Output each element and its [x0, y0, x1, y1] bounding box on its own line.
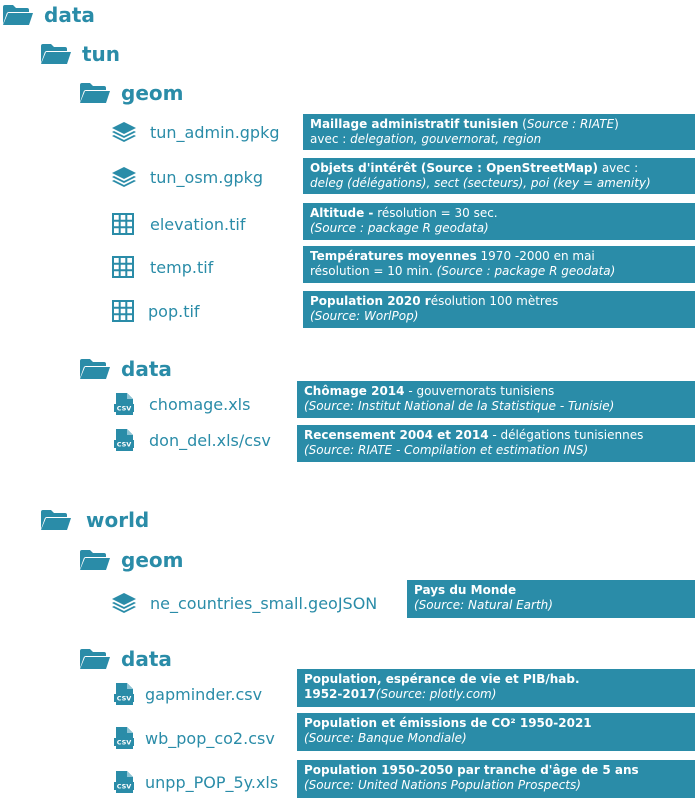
folder-label: data	[121, 647, 172, 671]
desc-bold: Altitude -	[310, 206, 374, 220]
file-tun-admin[interactable]: tun_admin.gpkg	[110, 120, 280, 144]
desc-text: 1970 -2000 en mai	[476, 249, 595, 263]
desc-bold: Chômage 2014	[304, 384, 405, 398]
desc-text: avec :	[310, 132, 351, 146]
desc-bold: Pays du Monde	[414, 583, 517, 597]
folder-icon	[79, 648, 111, 670]
csv-file-icon	[113, 428, 135, 452]
desc-italic: (Source: Natural Earth)	[414, 598, 553, 612]
desc-text: résolution = 10 min.	[310, 264, 437, 278]
folder-label: geom	[121, 548, 184, 572]
folder-icon	[40, 43, 72, 65]
folder-icon	[2, 4, 34, 26]
file-elevation[interactable]: elevation.tif	[112, 213, 246, 235]
grid-icon	[112, 256, 134, 278]
desc-italic: (Source: United Nations Population Prosp…	[304, 778, 581, 792]
folder-label: data	[44, 3, 95, 27]
folder-label: geom	[121, 81, 184, 105]
csv-file-icon	[113, 726, 135, 750]
file-temp[interactable]: temp.tif	[112, 256, 213, 278]
folder-icon	[79, 549, 111, 571]
file-tun-osm[interactable]: tun_osm.gpkg	[110, 165, 263, 189]
desc-bold: Objets d'intérêt (Source : OpenStreetMap…	[310, 161, 598, 175]
folder-label: data	[121, 357, 172, 381]
desc-italic: (Source: WorlPop)	[310, 309, 419, 323]
desc-text: - gouvernorats tunisiens	[404, 384, 555, 398]
file-gapminder[interactable]: gapminder.csv	[113, 682, 262, 706]
folder-tun[interactable]: tun	[40, 42, 120, 66]
csv-file-icon	[113, 682, 135, 706]
folder-data-root[interactable]: data	[2, 3, 95, 27]
desc-italic: (Source: plotly.com)	[375, 687, 497, 701]
file-description: Population, espérance de vie et PIB/hab.…	[297, 669, 695, 707]
file-name: gapminder.csv	[145, 684, 263, 704]
desc-italic: (Source: Banque Mondiale)	[304, 731, 467, 745]
file-description: Pays du Monde (Source: Natural Earth)	[407, 580, 695, 618]
file-name: temp.tif	[150, 257, 214, 277]
file-don-del[interactable]: don_del.xls/csv	[113, 428, 271, 452]
file-description: Recensement 2004 et 2014 - délégations t…	[297, 425, 695, 462]
folder-tun-geom[interactable]: geom	[79, 81, 183, 105]
folder-label: tun	[82, 42, 121, 66]
file-description: Chômage 2014 - gouvernorats tunisiens (S…	[297, 381, 695, 418]
desc-text: (	[518, 117, 527, 131]
folder-world-geom[interactable]: geom	[79, 548, 183, 572]
file-unpp-pop[interactable]: unpp_POP_5y.xls	[113, 770, 278, 794]
file-description: Maillage administratif tunisien (Source …	[303, 114, 695, 150]
desc-bold: Population, espérance de vie et PIB/hab.	[304, 672, 580, 686]
file-wb-pop-co2[interactable]: wb_pop_co2.csv	[113, 726, 275, 750]
file-name: tun_osm.gpkg	[150, 167, 264, 187]
file-description: Objets d'intérêt (Source : OpenStreetMap…	[303, 158, 695, 194]
file-ne-countries[interactable]: ne_countries_small.geoJSON	[110, 591, 377, 615]
desc-italic: (Source : package R geodata)	[436, 264, 616, 278]
file-description: Altitude - résolution = 30 sec. (Source …	[303, 203, 695, 240]
file-name: chomage.xls	[149, 394, 251, 414]
desc-italic: (Source: Institut National de la Statist…	[304, 399, 615, 413]
file-name: ne_countries_small.geoJSON	[150, 593, 378, 613]
desc-italic: (Source: RIATE - Compilation et estimati…	[304, 443, 589, 457]
folder-icon	[40, 509, 72, 531]
desc-bold: Recensement 2004 et 2014	[304, 428, 489, 442]
desc-italic: delegation, gouvernorat, region	[350, 132, 542, 146]
desc-bold: Population 1950-2050 par tranche d'âge d…	[304, 763, 639, 777]
file-name: tun_admin.gpkg	[150, 122, 280, 142]
file-name: pop.tif	[148, 301, 200, 321]
desc-bold: 1952-2017	[304, 687, 376, 701]
desc-italic: (Source : package R geodata)	[310, 221, 489, 235]
folder-label: world	[86, 508, 150, 532]
file-name: don_del.xls/csv	[149, 430, 271, 450]
desc-text: )	[614, 117, 619, 131]
file-name: wb_pop_co2.csv	[145, 728, 275, 748]
file-chomage[interactable]: chomage.xls	[113, 392, 250, 416]
file-name: elevation.tif	[150, 214, 246, 234]
layers-icon	[110, 120, 138, 144]
desc-italic: deleg (délégations), sect (secteurs), po…	[310, 176, 651, 190]
folder-icon	[79, 82, 111, 104]
desc-italic: Source : RIATE	[526, 117, 615, 131]
desc-bold: Population 2020 r	[310, 294, 431, 308]
desc-text: résolution = 30 sec.	[373, 206, 498, 220]
folder-icon	[79, 358, 111, 380]
file-description: Températures moyennes 1970 -2000 en mai …	[303, 246, 695, 283]
folder-world-data[interactable]: data	[79, 647, 172, 671]
desc-bold: Maillage administratif tunisien	[310, 117, 519, 131]
layers-icon	[110, 165, 138, 189]
layers-icon	[110, 591, 138, 615]
csv-file-icon	[113, 770, 135, 794]
folder-tun-data[interactable]: data	[79, 357, 172, 381]
desc-text: ésolution 100 mètres	[430, 294, 559, 308]
folder-world[interactable]: world	[40, 508, 149, 532]
grid-icon	[112, 213, 134, 235]
csv-file-icon	[113, 392, 135, 416]
file-pop[interactable]: pop.tif	[112, 300, 200, 322]
desc-bold: Températures moyennes	[310, 249, 477, 263]
file-description: Population et émissions de CO² 1950-2021…	[297, 713, 695, 751]
desc-bold: Population et émissions de CO² 1950-2021	[304, 716, 592, 730]
file-description: Population 1950-2050 par tranche d'âge d…	[297, 760, 695, 798]
grid-icon	[112, 300, 134, 322]
file-name: unpp_POP_5y.xls	[145, 772, 279, 792]
desc-text: - délégations tunisiennes	[488, 428, 644, 442]
desc-text: avec :	[598, 161, 639, 175]
file-description: Population 2020 résolution 100 mètres (S…	[303, 291, 695, 328]
